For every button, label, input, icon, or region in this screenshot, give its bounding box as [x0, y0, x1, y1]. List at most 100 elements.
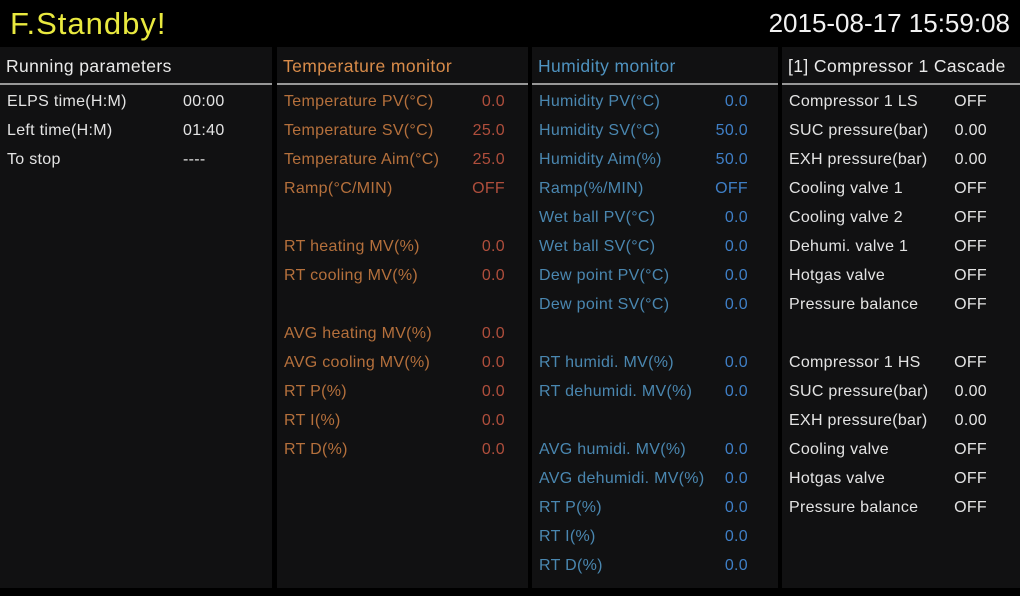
row-label: Temperature SV(°C): [284, 121, 434, 139]
row-label: EXH pressure(bar): [789, 150, 928, 168]
data-row: Humidity PV(°C) 0.0: [532, 87, 778, 116]
data-row: SUC pressure(bar) 0.00: [782, 116, 1020, 145]
row-label: AVG cooling MV(%): [284, 353, 431, 371]
data-row: ELPS time(H:M) 00:00: [0, 87, 272, 116]
row-value: 0.0: [481, 237, 505, 255]
data-row: RT dehumidi. MV(%) 0.0: [532, 377, 778, 406]
row-value: 0.0: [481, 324, 505, 342]
row-label: AVG heating MV(%): [284, 324, 432, 342]
row-value: 0.0: [724, 266, 748, 284]
data-row: RT I(%) 0.0: [532, 522, 778, 551]
data-row: Compressor 1 LS OFF: [782, 87, 1020, 116]
row-value: 0.0: [724, 556, 748, 574]
row-value: 0.00: [954, 150, 987, 168]
row-value: 01:40: [183, 121, 225, 139]
row-label: Pressure balance: [789, 295, 919, 313]
data-row: EXH pressure(bar) 0.00: [782, 145, 1020, 174]
row-label: AVG dehumidi. MV(%): [539, 469, 705, 487]
row-value: 0.0: [481, 440, 505, 458]
row-value: OFF: [954, 92, 987, 110]
row-spacer: [277, 290, 528, 319]
panel-body-temperature-monitor: Temperature PV(°C) 0.0 Temperature SV(°C) 2…: [277, 85, 528, 464]
data-row: AVG dehumidi. MV(%) 0.0: [532, 464, 778, 493]
row-value: 00:00: [183, 92, 225, 110]
row-label: RT dehumidi. MV(%): [539, 382, 693, 400]
panel-humidity-monitor: Humidity monitor Humidity PV(°C) 0.0 Humidi…: [532, 47, 778, 588]
data-row: Cooling valve 2 OFF: [782, 203, 1020, 232]
data-row: Pressure balance OFF: [782, 290, 1020, 319]
row-value: 0.00: [954, 411, 987, 429]
data-row: Hotgas valve OFF: [782, 261, 1020, 290]
data-row: Hotgas valve OFF: [782, 464, 1020, 493]
status-title: F.Standby!: [10, 6, 167, 41]
row-label: Dew point SV(°C): [539, 295, 670, 313]
row-value: 50.0: [715, 150, 748, 168]
row-label: Cooling valve 1: [789, 179, 903, 197]
data-row: Dehumi. valve 1 OFF: [782, 232, 1020, 261]
row-value: 0.0: [724, 469, 748, 487]
row-spacer: [277, 203, 528, 232]
data-row: Cooling valve OFF: [782, 435, 1020, 464]
row-value: 25.0: [472, 150, 505, 168]
panel-body-humidity-monitor: Humidity PV(°C) 0.0 Humidity SV(°C) 50.0 Hum…: [532, 85, 778, 580]
row-value: 0.0: [724, 92, 748, 110]
row-value: 0.0: [481, 353, 505, 371]
row-label: RT humidi. MV(%): [539, 353, 674, 371]
data-row: Ramp(°C/MIN) OFF: [277, 174, 528, 203]
row-value: OFF: [954, 295, 987, 313]
data-row: Dew point SV(°C) 0.0: [532, 290, 778, 319]
row-label: Dew point PV(°C): [539, 266, 670, 284]
data-row: RT P(%) 0.0: [532, 493, 778, 522]
row-value: 0.0: [724, 295, 748, 313]
row-value: ----: [183, 150, 206, 168]
row-label: Cooling valve: [789, 440, 889, 458]
row-value: OFF: [954, 469, 987, 487]
data-row: Compressor 1 HS OFF: [782, 348, 1020, 377]
row-label: Pressure balance: [789, 498, 919, 516]
row-label: Compressor 1 HS: [789, 353, 921, 371]
data-row: Ramp(%/MIN) OFF: [532, 174, 778, 203]
row-label: RT heating MV(%): [284, 237, 420, 255]
row-value: OFF: [954, 353, 987, 371]
datetime-display: 2015-08-17 15:59:08: [768, 8, 1010, 38]
data-row: Wet ball SV(°C) 0.0: [532, 232, 778, 261]
data-row: RT humidi. MV(%) 0.0: [532, 348, 778, 377]
row-spacer: [782, 319, 1020, 348]
panel-title-temperature-monitor: Temperature monitor: [277, 47, 528, 85]
data-row: Humidity SV(°C) 50.0: [532, 116, 778, 145]
row-value: OFF: [954, 208, 987, 226]
row-label: Temperature Aim(°C): [284, 150, 440, 168]
row-label: RT cooling MV(%): [284, 266, 419, 284]
row-value: 25.0: [472, 121, 505, 139]
row-value: OFF: [715, 179, 748, 197]
data-row: Wet ball PV(°C) 0.0: [532, 203, 778, 232]
data-row: AVG cooling MV(%) 0.0: [277, 348, 528, 377]
data-row: SUC pressure(bar) 0.00: [782, 377, 1020, 406]
row-label: SUC pressure(bar): [789, 121, 929, 139]
row-value: 0.0: [724, 440, 748, 458]
row-label: Compressor 1 LS: [789, 92, 918, 110]
row-label: ELPS time(H:M): [7, 92, 127, 110]
row-label: RT I(%): [284, 411, 341, 429]
row-label: Cooling valve 2: [789, 208, 903, 226]
row-value: 0.0: [481, 266, 505, 284]
row-label: RT D(%): [284, 440, 348, 458]
data-row: RT I(%) 0.0: [277, 406, 528, 435]
panel-title-humidity-monitor: Humidity monitor: [532, 47, 778, 85]
row-value: OFF: [472, 179, 505, 197]
data-row: RT D(%) 0.0: [532, 551, 778, 580]
title-bar: F.Standby! 2015-08-17 15:59:08: [0, 0, 1020, 47]
panel-title-running-parameters: Running parameters: [0, 47, 272, 85]
row-label: EXH pressure(bar): [789, 411, 928, 429]
row-label: RT D(%): [539, 556, 603, 574]
row-label: Temperature PV(°C): [284, 92, 434, 110]
row-value: OFF: [954, 498, 987, 516]
row-label: Humidity SV(°C): [539, 121, 661, 139]
row-value: 0.0: [724, 353, 748, 371]
row-label: Left time(H:M): [7, 121, 113, 139]
row-label: Humidity PV(°C): [539, 92, 661, 110]
row-label: Dehumi. valve 1: [789, 237, 909, 255]
row-value: 0.0: [724, 382, 748, 400]
panel-running-parameters: Running parameters ELPS time(H:M) 00:00 Lef…: [0, 47, 272, 588]
